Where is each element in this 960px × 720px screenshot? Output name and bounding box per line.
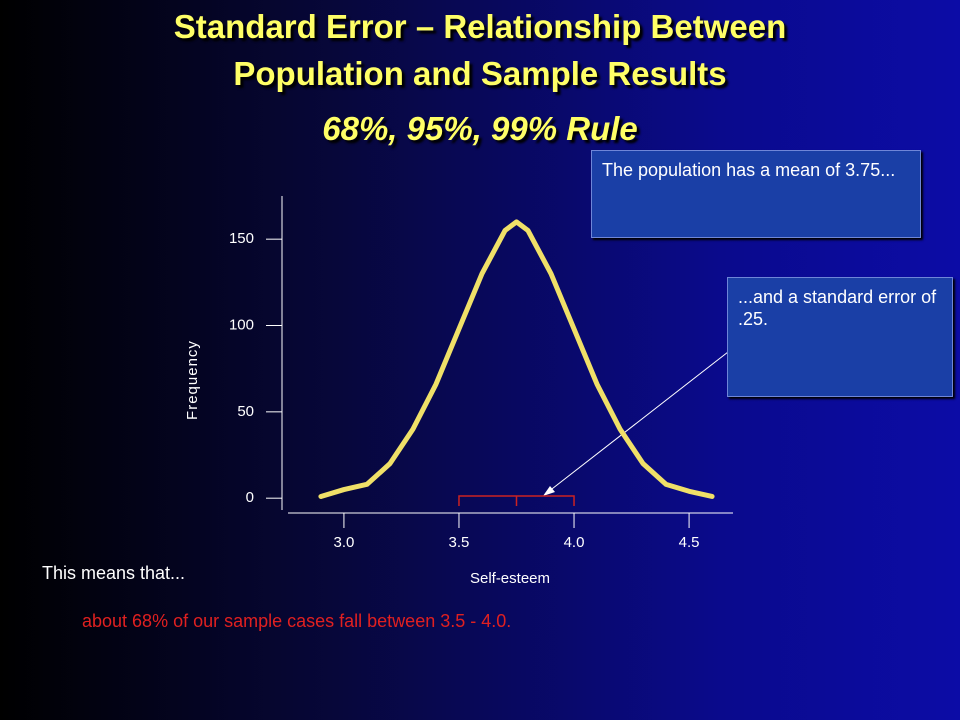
arrow-head	[543, 486, 555, 496]
intro-text: This means that...	[42, 563, 186, 583]
title-line: Standard Error – Relationship Between	[173, 8, 787, 45]
x-tick-label: 3.0	[333, 534, 354, 551]
x-tick-label: 4.0	[564, 534, 585, 551]
note-se: ...and a standard error of .25.	[727, 277, 953, 397]
arrow	[547, 351, 729, 493]
y-axis-label: Frequency	[184, 340, 201, 420]
result-text: about 68% of our sample cases fall betwe…	[82, 611, 512, 631]
y-tick-label: 100	[229, 316, 254, 333]
y-tick-label: 50	[237, 403, 254, 420]
title-line: Population and Sample Results	[233, 55, 727, 92]
y-tick-label: 150	[229, 230, 254, 247]
title-line: 68%, 95%, 99% Rule	[322, 110, 638, 147]
x-axis-label: Self-esteem	[470, 570, 550, 587]
x-tick-label: 3.5	[449, 534, 470, 551]
curve	[318, 219, 715, 499]
x-tick-label: 4.5	[679, 534, 700, 551]
y-tick-label: 0	[246, 489, 254, 506]
note-mean: The population has a mean of 3.75...	[591, 150, 921, 238]
